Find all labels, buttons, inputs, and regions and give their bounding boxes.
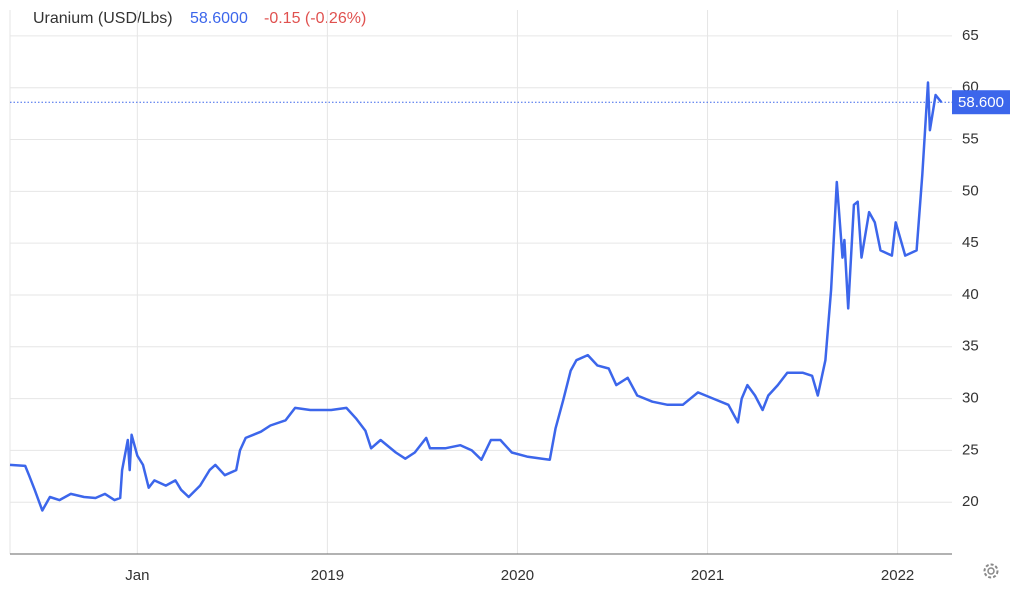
price: 58.6000 xyxy=(190,10,248,27)
x-tick-label: 2021 xyxy=(691,567,724,584)
x-tick-label: Jan xyxy=(125,567,149,584)
last-price-badge xyxy=(952,90,1010,115)
settings-icon[interactable] xyxy=(983,563,999,579)
y-tick-label: 40 xyxy=(962,286,979,303)
y-tick-label: 50 xyxy=(962,182,979,199)
x-tick-label: 2022 xyxy=(881,567,914,584)
price-change: -0.15 (-0.26%) xyxy=(264,10,366,27)
gear-teeth xyxy=(983,563,999,579)
y-tick-label: 55 xyxy=(962,130,979,147)
y-tick-label: 35 xyxy=(962,338,979,355)
y-tick-label: 65 xyxy=(962,27,979,44)
y-tick-label: 25 xyxy=(962,441,979,458)
y-tick-label: 30 xyxy=(962,390,979,407)
price-line xyxy=(9,81,943,512)
gear-hub xyxy=(987,567,995,575)
y-tick-label: 20 xyxy=(962,493,979,510)
y-tick-label: 45 xyxy=(962,234,979,251)
last-price-label: 58.600 xyxy=(958,94,1004,111)
x-tick-label: 2019 xyxy=(311,567,344,584)
chart-title: Uranium (USD/Lbs) xyxy=(33,10,173,27)
x-tick-label: 2020 xyxy=(501,567,534,584)
